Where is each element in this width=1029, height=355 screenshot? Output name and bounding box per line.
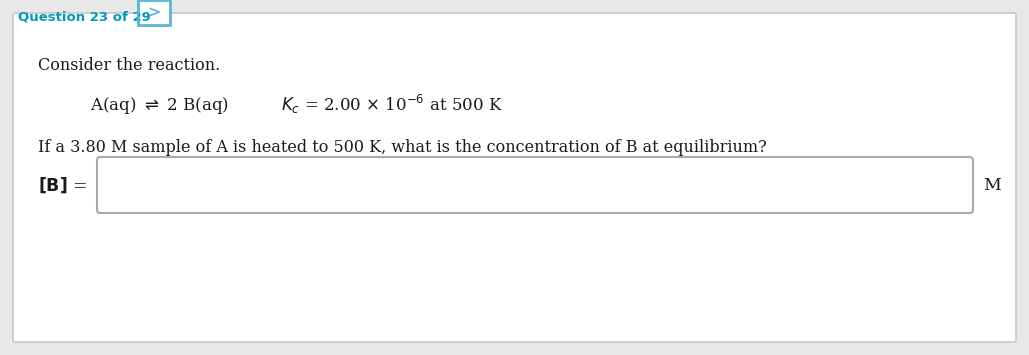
Text: If a 3.80 M sample of A is heated to 500 K, what is the concentration of B at eq: If a 3.80 M sample of A is heated to 500… <box>38 140 767 157</box>
Text: $\mathbf{[B]}$ =: $\mathbf{[B]}$ = <box>38 175 87 195</box>
Text: Question 23 of 29: Question 23 of 29 <box>17 11 151 23</box>
FancyBboxPatch shape <box>97 157 973 213</box>
Text: M: M <box>983 176 1001 193</box>
FancyBboxPatch shape <box>138 0 170 25</box>
FancyBboxPatch shape <box>13 13 1016 342</box>
Text: Consider the reaction.: Consider the reaction. <box>38 56 220 73</box>
Text: >: > <box>147 5 161 21</box>
Text: A(aq) $\rightleftharpoons$ 2 B(aq)          $K_c$ = 2.00 $\times$ 10$^{-6}$ at 5: A(aq) $\rightleftharpoons$ 2 B(aq) $K_c$… <box>90 93 503 117</box>
